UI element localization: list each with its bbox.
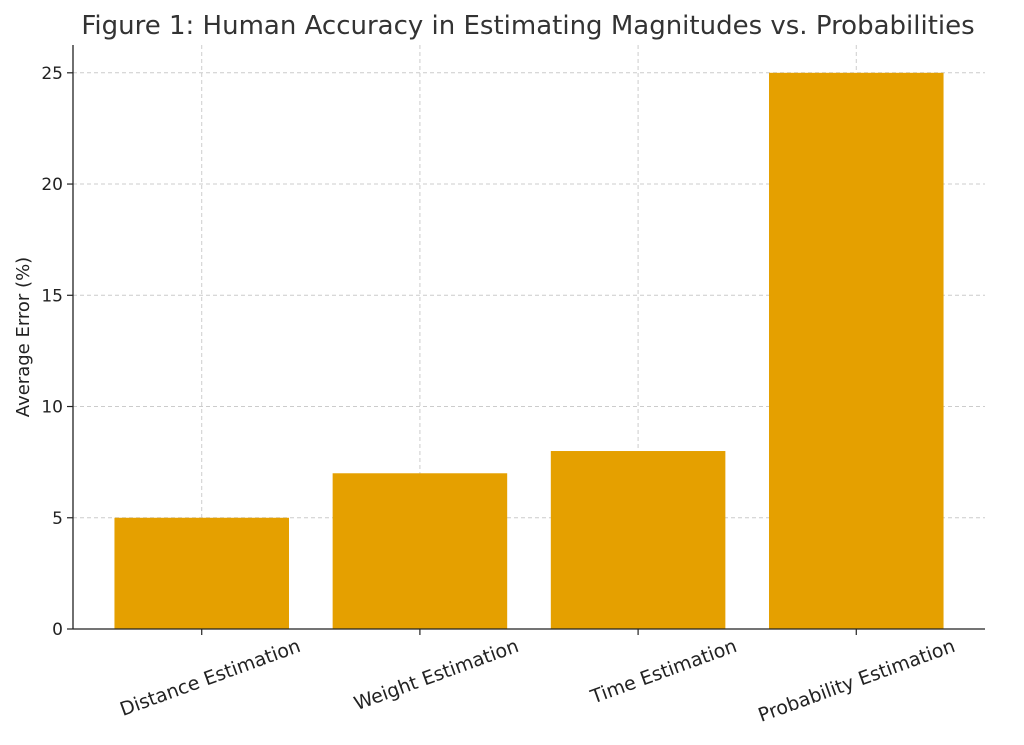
y-tick-label: 10 bbox=[41, 398, 63, 418]
bar bbox=[550, 451, 726, 629]
axes bbox=[67, 45, 985, 635]
y-tick-label: 15 bbox=[41, 286, 63, 306]
bar bbox=[769, 72, 944, 630]
bars bbox=[114, 72, 944, 630]
y-tick-label: 25 bbox=[41, 64, 63, 84]
chart-title: Figure 1: Human Accuracy in Estimating M… bbox=[81, 11, 974, 41]
x-tick-label: Probability Estimation bbox=[755, 635, 958, 727]
y-tick-label: 20 bbox=[41, 175, 63, 195]
x-tick-label: Weight Estimation bbox=[351, 635, 521, 715]
bar bbox=[332, 473, 508, 629]
x-tick-label: Time Estimation bbox=[587, 635, 740, 709]
y-tick-label: 5 bbox=[52, 509, 63, 529]
x-tick-label: Distance Estimation bbox=[117, 635, 303, 721]
bar bbox=[114, 517, 289, 629]
y-tick-label: 0 bbox=[52, 620, 63, 640]
y-axis-label: Average Error (%) bbox=[13, 257, 34, 417]
